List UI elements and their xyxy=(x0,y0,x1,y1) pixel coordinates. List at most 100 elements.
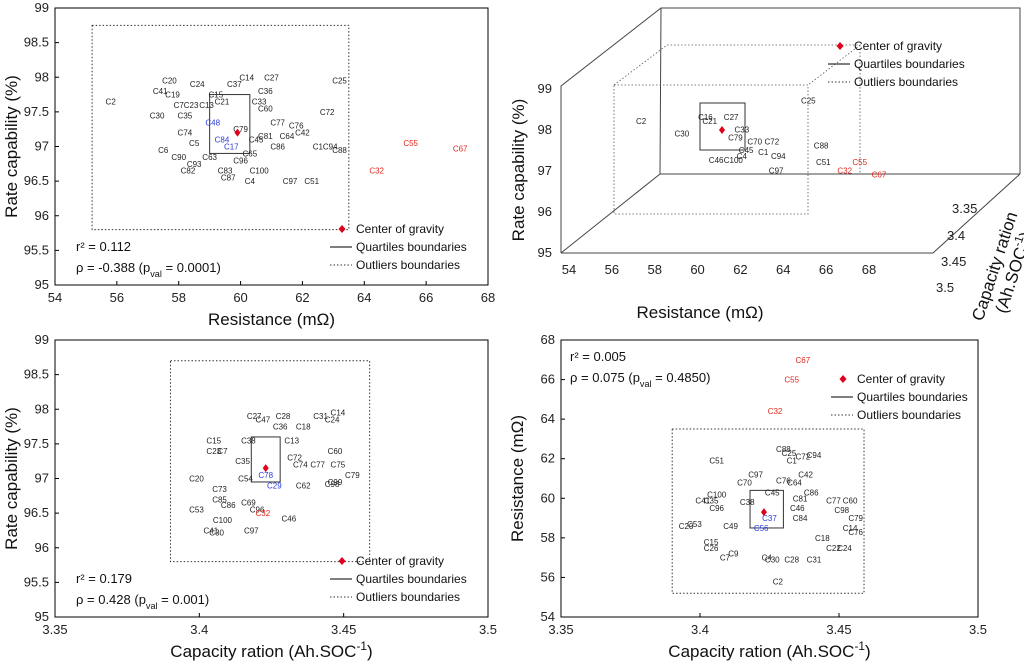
y-axis-label: Rate capability (%) xyxy=(509,99,528,242)
point-label: C87 xyxy=(221,174,236,183)
x-tick-label: 66 xyxy=(419,290,433,305)
quartiles-boundary xyxy=(699,102,746,151)
chart-rate-vs-resistance: 54 56 58 60 62 64 66 68 95 95.5 96 96.5 97 97.5 98 98.5… xyxy=(2,0,495,329)
y-axis-label: Rate capability (%) xyxy=(2,75,21,218)
legend-center-marker xyxy=(836,42,844,50)
point-label: C33 xyxy=(735,125,750,134)
y-tick-label: 95.5 xyxy=(24,242,49,257)
y-tick-label: 99 xyxy=(538,81,552,96)
legend-center-marker xyxy=(839,375,847,383)
y-tick-label: 96.5 xyxy=(24,173,49,188)
point-label: C4 xyxy=(245,177,256,186)
y-tick-label: 62 xyxy=(541,451,555,466)
point-label: C1 xyxy=(787,457,798,466)
legend-center-label: Center of gravity xyxy=(854,39,942,53)
point-label: C41 xyxy=(153,87,168,96)
stat-line: r² = 0.005 xyxy=(570,349,626,364)
point-label: C63 xyxy=(202,153,217,162)
center-of-gravity-marker xyxy=(234,128,241,137)
point-label: C55 xyxy=(784,376,799,385)
point-label: C56 xyxy=(754,524,769,533)
z-axis-label: Capacity ration(Ah.SOC-1) xyxy=(968,209,1024,329)
x-tick-label: 68 xyxy=(862,262,876,277)
x-tick-label: 64 xyxy=(776,262,790,277)
point-label: C97 xyxy=(244,526,259,535)
point-label: C36 xyxy=(258,87,273,96)
center-of-gravity-marker xyxy=(719,126,725,134)
point-label: C70 xyxy=(747,138,762,147)
point-label: C100 xyxy=(213,516,233,525)
point-label: C60 xyxy=(843,496,858,505)
x-tick-label: 64 xyxy=(357,290,371,305)
point-label: C53 xyxy=(189,506,204,515)
y-tick-label: 66 xyxy=(541,372,555,387)
y-axis-label: Rate capability (%) xyxy=(2,407,21,550)
point-label: C97 xyxy=(283,177,298,186)
point-label: C77 xyxy=(270,118,285,127)
point-label: C13 xyxy=(284,436,299,445)
point-label: C30 xyxy=(150,111,165,120)
point-label: C79 xyxy=(728,134,743,143)
point-label: C20 xyxy=(189,475,204,484)
y-tick-label: 95 xyxy=(35,609,49,624)
point-label: C25 xyxy=(801,97,816,106)
x-axis-label: Resistance (mΩ) xyxy=(636,303,763,322)
point-label: C45 xyxy=(249,136,264,145)
x-tick-label: 56 xyxy=(605,262,619,277)
point-label: C41 xyxy=(695,496,710,505)
point-label: C76 xyxy=(776,476,791,485)
point-label: C75 xyxy=(331,461,346,470)
point-label: C72 xyxy=(765,138,780,147)
point-label: C53 xyxy=(687,520,702,529)
point-label: C94 xyxy=(771,152,786,161)
point-label: C31 xyxy=(313,412,328,421)
point-label: C88 xyxy=(814,142,829,151)
point-label: C37 xyxy=(762,514,777,523)
point-label: C79 xyxy=(233,125,248,134)
point-label: C2 xyxy=(773,577,784,586)
chart-resistance-vs-capacity: 3.35 3.4 3.45 3.5 54 56 58 60 62 64 66 68 Capacity r… xyxy=(508,332,987,661)
x-tick-label: 66 xyxy=(819,262,833,277)
point-label: C45 xyxy=(765,488,780,497)
y-tick-label: 97 xyxy=(35,139,49,154)
point-label: C55 xyxy=(403,139,418,148)
point-label: C38 xyxy=(740,498,755,507)
point-label: C81 xyxy=(793,494,808,503)
point-label: C33 xyxy=(252,97,267,106)
point-label: C46 xyxy=(709,156,724,165)
y-tick-label: 60 xyxy=(541,490,555,505)
point-label: C24 xyxy=(837,544,852,553)
y-tick-label: 97 xyxy=(538,163,552,178)
x-tick-label: 3.45 xyxy=(331,622,356,637)
y-tick-label: 97 xyxy=(35,471,49,486)
point-label: C64 xyxy=(280,132,295,141)
x-tick-label: 58 xyxy=(647,262,661,277)
point-label: C22 xyxy=(826,544,841,553)
point-label: C5 xyxy=(189,139,200,148)
point-label: C48 xyxy=(205,118,220,127)
point-label: C72 xyxy=(287,454,302,463)
point-label: C67 xyxy=(872,170,887,179)
center-of-gravity-marker xyxy=(760,508,767,517)
point-label: C20 xyxy=(679,522,694,531)
point-label: C76 xyxy=(289,122,304,131)
point-label: C27 xyxy=(724,113,739,122)
point-label: C47 xyxy=(255,416,270,425)
point-label: C14 xyxy=(239,73,254,82)
point-label: C69 xyxy=(241,499,256,508)
legend-center-marker xyxy=(338,557,346,565)
point-label: C96 xyxy=(250,506,265,515)
point-label: C30 xyxy=(209,529,224,538)
y-tick-label: 96 xyxy=(35,208,49,223)
point-label: C18 xyxy=(296,423,311,432)
y-tick-label: 95 xyxy=(538,245,552,260)
point-label: C51 xyxy=(304,177,319,186)
stat-line: ρ = 0.428 (pval = 0.001) xyxy=(76,592,209,611)
point-label: C38 xyxy=(241,436,256,445)
point-label: C1 xyxy=(313,143,324,152)
x-tick-label: 3.4 xyxy=(691,622,709,637)
point-label: C100 xyxy=(724,156,744,165)
y-tick-label: 98 xyxy=(538,122,552,137)
